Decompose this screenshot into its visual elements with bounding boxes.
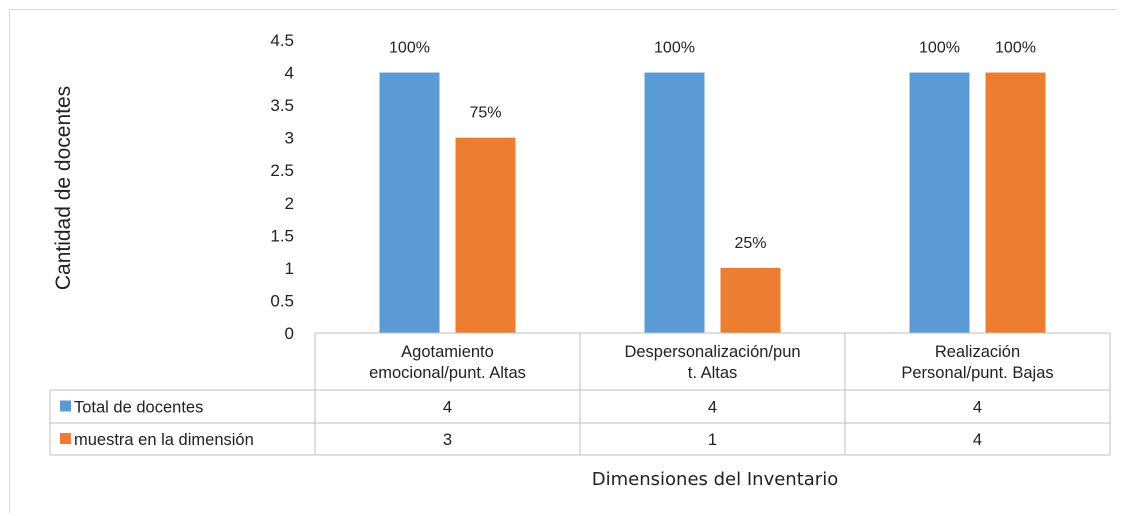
y-tick-label: 1.5 <box>270 226 294 245</box>
y-axis-ticks: 0 0.5 1 1.5 2 2.5 3 3.5 4 4.5 <box>270 31 294 343</box>
data-labels: 100% 75% 100% 25% 100% 100% <box>389 40 1036 252</box>
data-label: 100% <box>654 40 695 57</box>
bar-total <box>644 72 705 334</box>
table-cell: 4 <box>973 399 982 417</box>
category-label: Realización Personal/punt. Bajas <box>901 343 1053 382</box>
table-cell: 1 <box>708 431 717 449</box>
bars <box>379 72 1046 334</box>
y-tick-label: 3.5 <box>270 96 294 115</box>
y-tick-label: 0.5 <box>270 291 294 310</box>
y-tick-label: 4.5 <box>270 31 294 50</box>
y-axis-label: Cantidad de docentes <box>52 86 75 290</box>
bar-muestra <box>985 72 1046 334</box>
bar-total <box>379 72 440 334</box>
legend-swatch <box>60 400 71 412</box>
category-label: Agotamiento emocional/punt. Altas <box>369 343 526 382</box>
data-label: 100% <box>995 40 1036 57</box>
bar-muestra <box>720 267 781 333</box>
y-tick-label: 2.5 <box>270 161 294 180</box>
legend-label: Total de docentes <box>74 399 203 417</box>
y-tick-label: 0 <box>285 324 294 343</box>
table-cell: 4 <box>708 399 717 417</box>
y-tick-label: 1 <box>285 259 294 278</box>
chart-frame <box>9 9 1117 513</box>
y-tick-label: 4 <box>285 64 294 83</box>
data-label: 100% <box>919 40 960 57</box>
x-axis-label: Dimensiones del Inventario <box>592 469 838 490</box>
data-label: 75% <box>469 105 501 122</box>
bar-muestra <box>455 137 516 333</box>
table-cell: 4 <box>443 399 452 417</box>
table-cell: 4 <box>973 431 982 449</box>
data-label: 100% <box>389 40 430 57</box>
y-tick-label: 3 <box>285 129 294 148</box>
data-label: 25% <box>734 235 766 252</box>
bar-total <box>909 72 970 334</box>
y-tick-label: 2 <box>285 194 294 213</box>
legend-label: muestra en la dimensión <box>74 431 254 449</box>
data-table: Agotamiento emocional/punt. Altas Desperso… <box>49 332 1111 456</box>
category-label: Despersonalización/pun t. Altas <box>624 343 800 382</box>
table-cell: 3 <box>443 431 452 449</box>
legend-swatch <box>60 433 71 444</box>
